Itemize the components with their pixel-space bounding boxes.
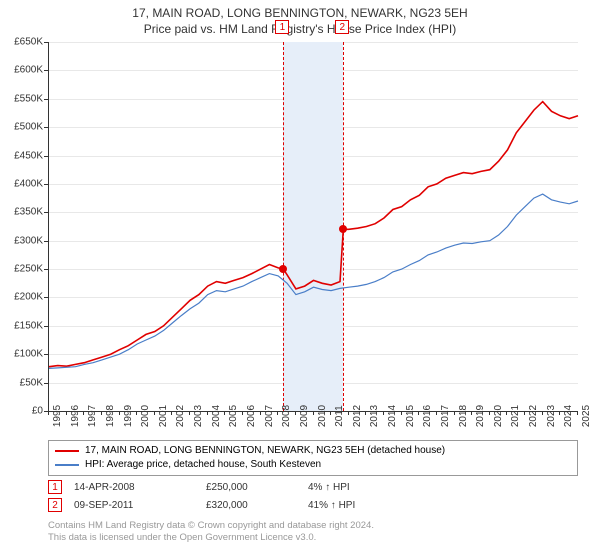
x-axis-label: 2007 [264,405,275,427]
x-axis-label: 1997 [87,405,98,427]
sale-price: £250,000 [206,482,296,493]
x-axis-label: 2025 [581,405,592,427]
x-axis-label: 2008 [281,405,292,427]
sale-date: 09-SEP-2011 [74,500,194,511]
y-axis-label: £350K [14,207,43,218]
legend-item-hpi: HPI: Average price, detached house, Sout… [55,458,571,472]
y-axis-label: £50K [20,377,43,388]
page-container: 17, MAIN ROAD, LONG BENNINGTON, NEWARK, … [0,0,600,560]
x-axis-label: 2015 [405,405,416,427]
x-axis-label: 2020 [493,405,504,427]
x-axis-label: 2005 [228,405,239,427]
chart-area: £0£50K£100K£150K£200K£250K£300K£350K£400… [48,42,578,412]
x-axis-label: 2023 [546,405,557,427]
x-axis-label: 2010 [317,405,328,427]
legend-swatch-hpi [55,464,79,466]
x-axis-label: 2004 [211,405,222,427]
sale-row: 1 14-APR-2008 £250,000 4% ↑ HPI [48,478,428,496]
x-axis-label: 1998 [105,405,116,427]
line-series-svg [49,42,579,412]
y-axis-label: £150K [14,320,43,331]
x-axis-label: 2000 [140,405,151,427]
sale-date: 14-APR-2008 [74,482,194,493]
sale-hpi-change: 4% ↑ HPI [308,482,428,493]
legend-item-property: 17, MAIN ROAD, LONG BENNINGTON, NEWARK, … [55,444,571,458]
legend-label-property: 17, MAIN ROAD, LONG BENNINGTON, NEWARK, … [85,444,445,458]
chart-title-subtitle: Price paid vs. HM Land Registry's House … [0,22,600,36]
x-axis-label: 2021 [510,405,521,427]
x-axis-label: 2006 [246,405,257,427]
legend-label-hpi: HPI: Average price, detached house, Sout… [85,458,321,472]
x-axis-label: 2016 [422,405,433,427]
chart-legend: 17, MAIN ROAD, LONG BENNINGTON, NEWARK, … [48,440,578,476]
x-axis-label: 2011 [334,405,345,427]
x-axis-label: 2001 [158,405,169,427]
x-axis-label: 2009 [299,405,310,427]
y-axis-label: £600K [14,65,43,76]
sale-row: 2 09-SEP-2011 £320,000 41% ↑ HPI [48,496,428,514]
y-axis-label: £300K [14,235,43,246]
plot-region [48,42,578,412]
x-axis-label: 2017 [440,405,451,427]
y-axis-label: £250K [14,264,43,275]
sales-table: 1 14-APR-2008 £250,000 4% ↑ HPI 2 09-SEP… [48,478,428,514]
x-axis-label: 2019 [475,405,486,427]
x-axis-label: 2012 [352,405,363,427]
attribution-line: This data is licensed under the Open Gov… [48,532,374,544]
y-axis-label: £650K [14,37,43,48]
sale-hpi-change: 41% ↑ HPI [308,500,428,511]
sale-dot [339,225,347,233]
x-axis-label: 2024 [563,405,574,427]
sale-marker-box: 1 [275,20,289,34]
x-axis-label: 2018 [458,405,469,427]
x-axis-label: 2013 [369,405,380,427]
y-axis-label: £100K [14,349,43,360]
attribution-line: Contains HM Land Registry data © Crown c… [48,520,374,532]
y-axis-label: £0 [32,406,43,417]
y-axis-label: £450K [14,150,43,161]
x-axis-label: 2003 [193,405,204,427]
x-axis-label: 2014 [387,405,398,427]
sale-marker-box: 2 [335,20,349,34]
attribution-text: Contains HM Land Registry data © Crown c… [48,520,374,545]
x-axis-label: 1995 [52,405,63,427]
y-axis-label: £500K [14,122,43,133]
chart-titles: 17, MAIN ROAD, LONG BENNINGTON, NEWARK, … [0,0,600,36]
x-axis-label: 2002 [175,405,186,427]
legend-swatch-property [55,450,79,452]
x-axis-label: 2022 [528,405,539,427]
sale-price: £320,000 [206,500,296,511]
sale-marker-icon: 1 [48,480,62,494]
chart-title-address: 17, MAIN ROAD, LONG BENNINGTON, NEWARK, … [0,6,600,20]
x-axis-label: 1999 [123,405,134,427]
x-axis-label: 1996 [70,405,81,427]
y-axis-label: £400K [14,178,43,189]
y-axis-label: £550K [14,93,43,104]
sale-dot [279,265,287,273]
sale-marker-icon: 2 [48,498,62,512]
y-axis-label: £200K [14,292,43,303]
